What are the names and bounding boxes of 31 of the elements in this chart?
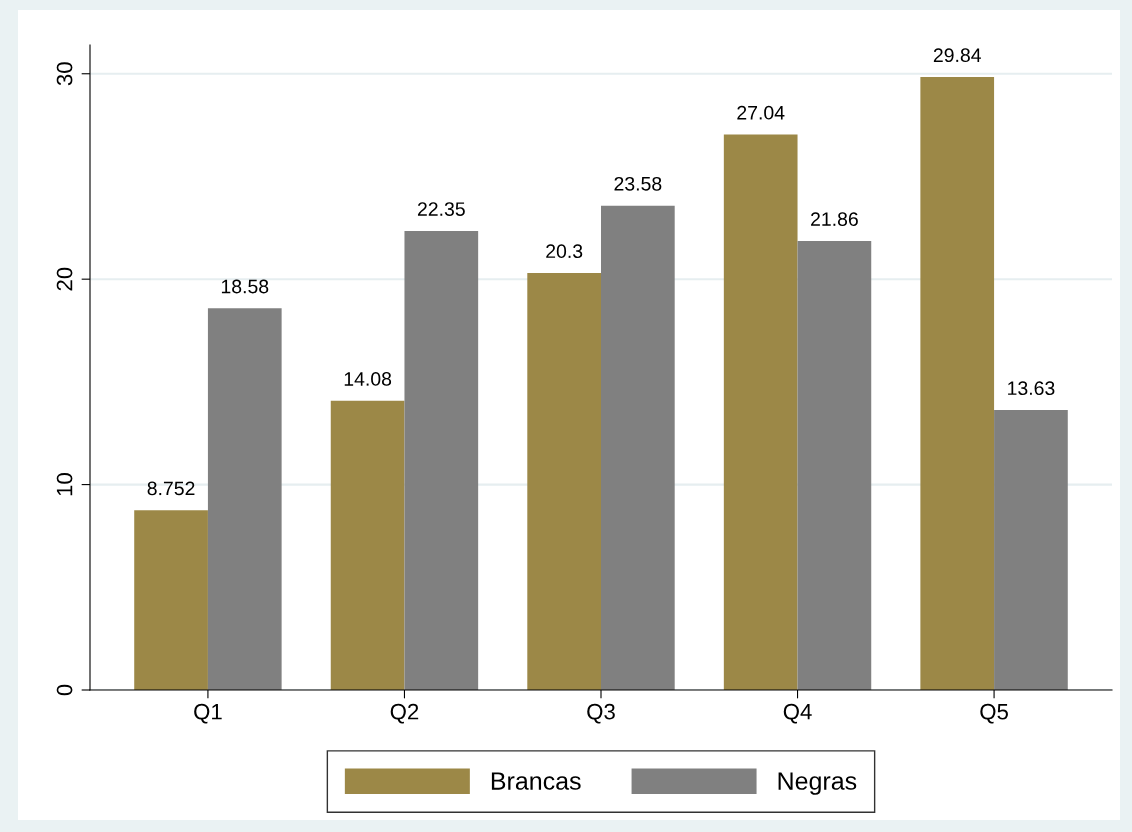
data-label: 27.04 (737, 105, 785, 120)
bar (797, 240, 872, 690)
y-tick-label: 30 (56, 62, 73, 86)
bar (994, 410, 1068, 690)
data-label: 29.84 (933, 48, 981, 63)
bar (920, 77, 995, 690)
y-tick-label: 20 (56, 267, 73, 291)
data-label: 18.58 (221, 279, 269, 294)
legend-label: Negras (778, 772, 857, 795)
data-label: 14.08 (344, 372, 392, 386)
bar (134, 510, 208, 690)
data-label: 20.3 (546, 244, 583, 259)
bar (207, 308, 282, 690)
data-label: 13.63 (1008, 381, 1055, 396)
x-tick-label: Q5 (980, 703, 1008, 724)
bar (527, 273, 601, 690)
y-tick-label: 0 (56, 684, 73, 696)
legend-label: Brancas (491, 772, 581, 790)
y-tick-label: 10 (56, 473, 73, 496)
x-tick-label: Q2 (390, 703, 419, 724)
x-tick-label: Q1 (194, 703, 222, 724)
bar (404, 230, 479, 690)
x-tick-label: Q4 (783, 703, 812, 724)
data-label: 8.752 (147, 481, 195, 496)
x-tick-label: Q3 (587, 703, 615, 724)
data-label: 23.58 (614, 176, 662, 191)
bar (330, 400, 405, 690)
data-label: 22.35 (417, 202, 465, 216)
data-label: 21.86 (811, 212, 858, 227)
bar (601, 205, 675, 690)
bar (723, 134, 798, 690)
